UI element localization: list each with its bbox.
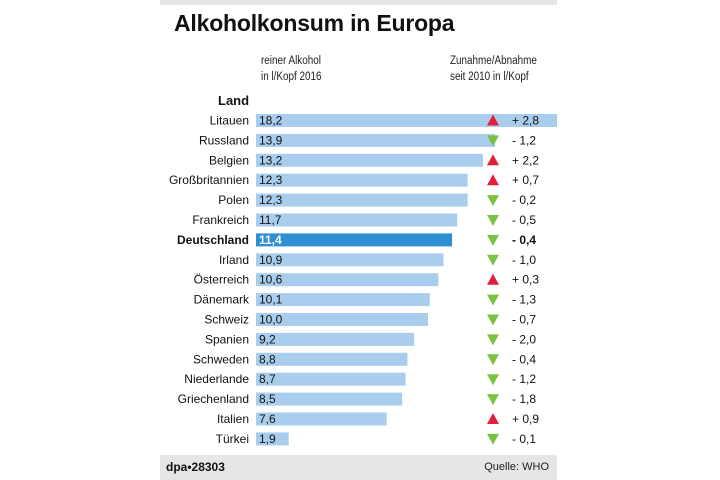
up-arrow-icon xyxy=(487,273,499,285)
footer-credit: dpa•28303 xyxy=(166,460,225,474)
bar-value-label: 10,9 xyxy=(259,253,283,267)
country-label: Frankreich xyxy=(192,213,249,227)
down-arrow-icon xyxy=(487,254,499,266)
change-column-header-line2: seit 2010 in l/Kopf xyxy=(450,71,529,83)
up-arrow-icon xyxy=(487,154,499,166)
infographic-card: Alkoholkonsum in Europa reiner Alkohol i… xyxy=(160,0,557,480)
change-value-label: - 0,4 xyxy=(512,352,536,366)
down-arrow-icon xyxy=(487,234,499,246)
down-arrow-icon xyxy=(487,374,499,386)
down-arrow-icon xyxy=(487,394,499,406)
change-value-label: - 0,4 xyxy=(512,233,536,247)
change-value-label: - 1,8 xyxy=(512,392,536,406)
change-value-label: + 0,3 xyxy=(512,273,539,287)
country-label: Belgien xyxy=(209,153,249,167)
up-arrow-icon xyxy=(487,114,499,126)
bar-österreich xyxy=(256,273,439,287)
change-column-header-line1: Zunahme/Abnahme xyxy=(450,55,537,67)
bar-value-label: 10,0 xyxy=(259,313,283,327)
chart-title: Alkoholkonsum in Europa xyxy=(174,10,455,36)
up-arrow-icon xyxy=(487,413,499,424)
bar-value-label: 8,7 xyxy=(259,372,276,386)
bar-value-label: 10,6 xyxy=(259,273,283,287)
bar-value-label: 11,4 xyxy=(259,233,282,247)
change-value-label: - 1,3 xyxy=(512,293,536,307)
country-label: Schweiz xyxy=(204,313,249,327)
change-value-label: - 0,2 xyxy=(512,193,536,207)
bar-value-label: 9,2 xyxy=(259,332,276,346)
bar-türkei xyxy=(256,432,289,446)
down-arrow-icon xyxy=(487,433,499,445)
top-rule xyxy=(160,0,557,5)
bar-value-label: 18,2 xyxy=(259,114,283,128)
bar-value-label: 10,1 xyxy=(259,293,283,307)
country-label: Dänemark xyxy=(194,293,250,307)
down-arrow-icon xyxy=(487,294,499,306)
change-value-label: + 2,2 xyxy=(512,153,539,167)
footer: dpa•28303 Quelle: WHO xyxy=(160,455,557,480)
country-label: Deutschland xyxy=(177,233,249,247)
bar-value-label: 7,6 xyxy=(259,412,276,426)
bar-value-label: 13,2 xyxy=(259,153,283,167)
up-arrow-icon xyxy=(487,174,499,186)
change-value-label: - 1,2 xyxy=(512,133,536,147)
change-value-label: - 0,7 xyxy=(512,313,536,327)
country-label: Schweden xyxy=(193,352,249,366)
bar-schweden xyxy=(256,352,408,366)
bar-value-label: 12,3 xyxy=(259,193,283,207)
bar-russland xyxy=(256,133,496,147)
change-value-label: + 2,8 xyxy=(512,114,539,128)
change-value-label: - 2,0 xyxy=(512,332,536,346)
country-label: Russland xyxy=(199,133,249,147)
bar-italien xyxy=(256,412,387,426)
bar-value-label: 13,9 xyxy=(259,133,283,147)
bar-irland xyxy=(256,253,444,267)
bar-belgien xyxy=(256,153,483,167)
bar-griechenland xyxy=(256,392,403,406)
down-arrow-icon xyxy=(487,354,499,366)
footer-source: Quelle: WHO xyxy=(484,461,549,473)
country-label: Irland xyxy=(219,253,249,267)
change-value-label: + 0,9 xyxy=(512,412,539,426)
change-value-label: + 0,7 xyxy=(512,173,539,187)
bar-chart: Litauen 18,2 + 2,8 Russland 13,9 - 1,2 Belgien… xyxy=(169,114,557,446)
bar-dänemark xyxy=(256,293,430,307)
change-value-label: - 0,1 xyxy=(512,432,536,446)
down-arrow-icon xyxy=(487,314,499,326)
down-arrow-icon xyxy=(487,195,499,207)
down-arrow-icon xyxy=(487,215,499,226)
country-column-header: Land xyxy=(218,93,250,108)
country-label: Litauen xyxy=(210,114,249,128)
country-label: Niederlande xyxy=(184,372,249,386)
change-value-label: - 1,0 xyxy=(512,253,536,267)
bar-spanien xyxy=(256,332,415,346)
bar-value-label: 11,7 xyxy=(259,213,282,227)
change-value-label: - 1,2 xyxy=(512,372,536,386)
bar-deutschland xyxy=(256,233,453,247)
bar-polen xyxy=(256,193,468,207)
change-value-label: - 0,5 xyxy=(512,213,536,227)
alcohol-column-header-line1: reiner Alkohol xyxy=(261,55,321,67)
bar-value-label: 8,8 xyxy=(259,352,276,366)
alcohol-column-header-line2: in l/Kopf 2016 xyxy=(261,71,322,83)
bar-frankreich xyxy=(256,213,458,227)
down-arrow-icon xyxy=(487,334,499,346)
bar-litauen xyxy=(256,114,557,127)
country-label: Türkei xyxy=(216,432,249,446)
bar-großbritannien xyxy=(256,173,468,187)
bar-schweiz xyxy=(256,313,428,326)
down-arrow-icon xyxy=(487,135,499,147)
bar-value-label: 8,5 xyxy=(259,392,276,406)
country-label: Griechenland xyxy=(178,392,249,406)
bar-niederlande xyxy=(256,372,406,386)
country-label: Österreich xyxy=(194,273,249,287)
country-label: Spanien xyxy=(205,332,249,346)
country-label: Polen xyxy=(218,193,249,207)
bar-value-label: 1,9 xyxy=(259,432,276,446)
country-label: Großbritannien xyxy=(169,173,249,187)
bar-value-label: 12,3 xyxy=(259,173,283,187)
country-label: Italien xyxy=(217,412,249,426)
